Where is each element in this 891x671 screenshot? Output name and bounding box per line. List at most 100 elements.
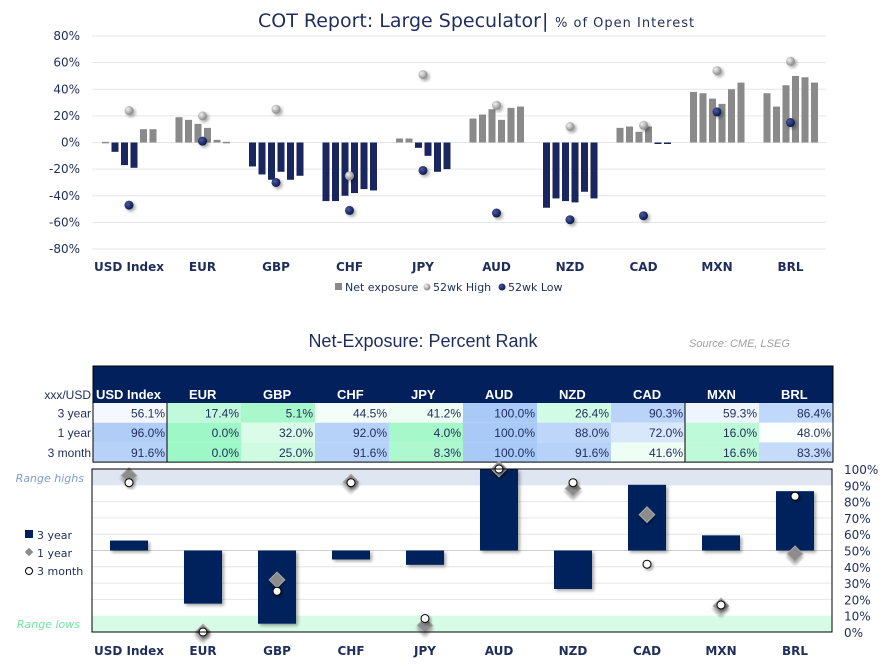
1-year-diamond-marker <box>786 545 804 563</box>
legend-label: 52wk Low <box>508 281 563 294</box>
percent-rank-chart: 100% 90% 80% 70% 60% 50% 40% 30% 20% 10% 0% Range h… <box>16 460 878 658</box>
52wk-low-marker <box>418 165 428 175</box>
net-exposure-bar <box>543 142 550 208</box>
52wk-low-marker <box>712 107 722 117</box>
net-exposure-bar <box>121 142 128 166</box>
net-exposure-bar <box>111 142 119 152</box>
table-cell-value: 41.2% <box>427 407 461 421</box>
table-cell <box>315 403 389 423</box>
52wk-high-marker <box>786 56 795 66</box>
net-exposure-bar <box>562 142 569 202</box>
table-row-label: 3 month <box>48 446 91 460</box>
category-label: CHF <box>336 260 363 274</box>
table-cell <box>315 442 389 463</box>
net-exposure-bar <box>773 106 780 143</box>
3-year-bar <box>184 550 222 604</box>
rank-title: Net-Exposure: Percent Rank <box>308 331 538 351</box>
table-cell-value: 48.0% <box>797 426 831 440</box>
3-month-circle-marker <box>716 600 726 610</box>
range-highs-band <box>92 469 832 486</box>
y-tick-label: 60% <box>53 56 80 70</box>
1-year-diamond-marker <box>638 506 656 524</box>
52wk-low-marker <box>124 200 134 210</box>
table-cell-value: 72.0% <box>649 426 683 440</box>
52wk-low-marker <box>786 118 795 128</box>
net-exposure-bar <box>654 142 662 144</box>
net-exposure-bar <box>782 85 790 143</box>
y-tick-label: 80% <box>53 29 80 43</box>
legend-label: 3 year <box>37 529 73 542</box>
table-cell-value: 0.0% <box>212 426 240 440</box>
category-label: CAD <box>633 644 661 658</box>
net-exposure-bar <box>811 82 818 143</box>
3-year-bar <box>554 550 592 589</box>
y-tick-label: 0% <box>844 626 863 640</box>
table-cell <box>611 403 685 423</box>
category-label: JPY <box>411 260 434 274</box>
table-cell-value: 100.0% <box>494 446 535 460</box>
table-cell-value: 56.1% <box>131 407 165 421</box>
table-cell-value: 25.0% <box>279 446 313 460</box>
1-year-diamond-marker <box>416 616 434 634</box>
net-exposure-bar <box>140 129 147 143</box>
3-month-circle-marker <box>272 586 282 596</box>
table-cell <box>241 422 315 443</box>
legend-label: 1 year <box>37 547 73 560</box>
3-year-bar <box>110 540 148 551</box>
52wk-low-marker <box>271 177 281 187</box>
table-cell-value: 100.0% <box>494 426 535 440</box>
net-exposure-bar <box>590 142 598 199</box>
net-exposure-bar <box>616 127 624 143</box>
y-tick-label: 50% <box>844 545 871 559</box>
y-tick-label: 20% <box>53 109 80 123</box>
net-exposure-legend-swatch <box>335 283 342 290</box>
table-border <box>92 365 834 463</box>
net-exposure-bar <box>341 142 349 196</box>
table-cell-value: 17.4% <box>205 407 239 421</box>
52wk-high-marker <box>565 122 575 132</box>
3-month-circle-marker <box>568 478 578 488</box>
table-cell-value: 41.6% <box>649 446 683 460</box>
3-month-circle-marker <box>124 478 134 488</box>
y-tick-label: -20% <box>49 162 80 176</box>
category-label: NZD <box>556 260 585 274</box>
52wk-low-marker <box>492 208 501 218</box>
table-cell-value: 44.5% <box>353 407 387 421</box>
y-tick-label: 10% <box>844 610 871 624</box>
table-cell-value: 86.4% <box>797 407 831 421</box>
net-exposure-chart: 80% 60% 40% 20% 0% -20% -40% -60% -80% USD Index E… <box>49 29 826 274</box>
net-exposure-bar <box>469 118 477 143</box>
52wk-high-marker <box>345 171 354 181</box>
net-exposure-bar <box>396 138 403 143</box>
net-exposure-bar <box>792 75 799 143</box>
table-cell <box>611 442 685 463</box>
y-tick-label: 0% <box>61 136 80 150</box>
net-exposure-bar <box>175 117 183 143</box>
category-label: NZD <box>559 644 588 658</box>
y-tick-label: -60% <box>49 215 80 229</box>
table-cell <box>241 403 315 423</box>
net-exposure-bar <box>801 77 809 143</box>
y-tick-label: 30% <box>844 577 871 591</box>
table-column-header: GBP <box>263 387 292 402</box>
net-exposure-bar <box>728 89 735 143</box>
net-exposure-bar <box>268 142 275 180</box>
category-label: CHF <box>337 644 364 658</box>
table-corner-label: xxx/USD <box>44 388 91 402</box>
table-cell <box>463 422 537 443</box>
52wk-high-marker <box>198 111 207 121</box>
52wk-high-marker <box>271 104 281 114</box>
table-column-header: EUR <box>189 387 217 402</box>
table-cell <box>463 442 537 463</box>
net-exposure-bar <box>370 142 377 191</box>
y-tick-label: 40% <box>53 82 80 96</box>
table-cell-value: 90.3% <box>649 407 683 421</box>
legend-label: 52wk High <box>433 281 491 294</box>
52wk-high-marker <box>492 100 501 110</box>
net-exposure-bar <box>415 142 422 148</box>
net-exposure-bar <box>351 142 358 194</box>
3-year-legend-swatch <box>25 530 33 538</box>
category-label: GBP <box>262 260 290 274</box>
net-exposure-bar <box>664 142 671 144</box>
